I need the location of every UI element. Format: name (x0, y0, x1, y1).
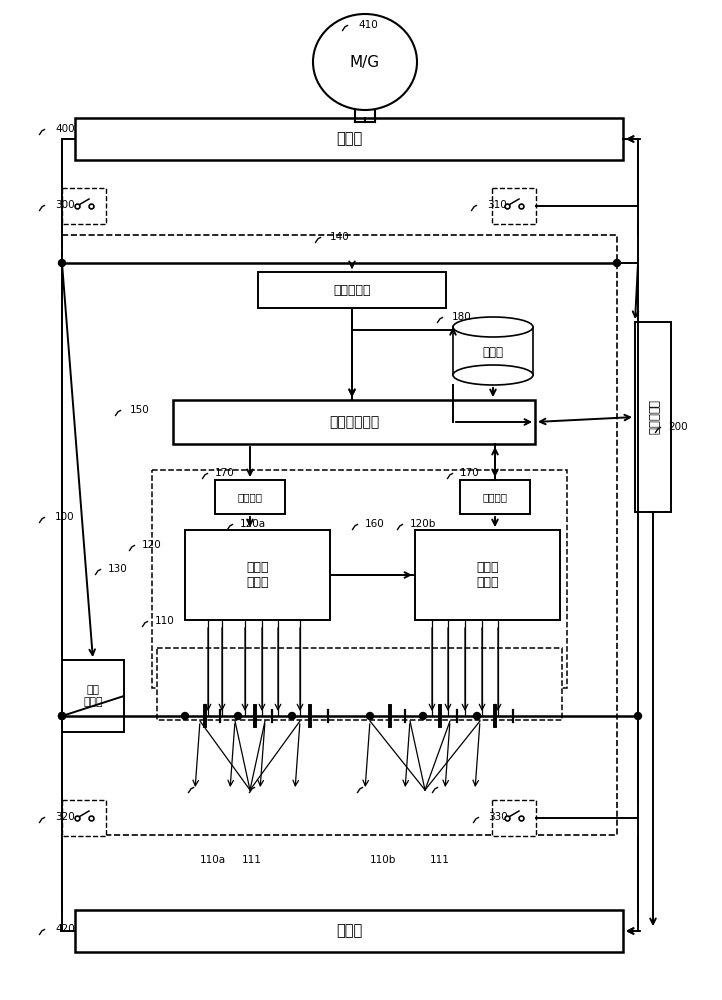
Text: 170: 170 (460, 468, 479, 478)
Text: 170: 170 (215, 468, 235, 478)
Bar (215, 480, 285, 514)
Text: 200: 200 (668, 422, 687, 432)
Circle shape (235, 712, 241, 720)
Circle shape (58, 259, 66, 266)
Text: 110: 110 (155, 616, 175, 626)
Text: 140: 140 (330, 232, 349, 242)
Text: 111: 111 (242, 855, 262, 865)
Ellipse shape (313, 14, 417, 110)
Bar (75, 910, 623, 952)
Bar (173, 400, 535, 444)
Text: 150: 150 (130, 405, 149, 415)
Text: 130: 130 (108, 564, 128, 574)
Text: 绝缘元件: 绝缘元件 (482, 492, 508, 502)
Bar (635, 322, 671, 512)
Circle shape (614, 259, 620, 266)
Text: 120: 120 (142, 540, 162, 550)
Text: 330: 330 (488, 812, 508, 822)
Circle shape (58, 712, 66, 720)
Bar (75, 118, 623, 160)
Circle shape (635, 712, 642, 720)
Bar (62, 800, 106, 836)
Bar (492, 188, 536, 224)
Text: 车辆控制部: 车辆控制部 (646, 399, 659, 434)
Bar (157, 648, 562, 720)
Text: 100: 100 (55, 512, 74, 522)
Bar (258, 272, 446, 308)
Text: 310: 310 (487, 200, 507, 210)
Bar (62, 660, 124, 732)
Circle shape (181, 712, 188, 720)
Circle shape (474, 712, 481, 720)
Text: 110b: 110b (370, 855, 396, 865)
Circle shape (419, 712, 427, 720)
Text: 180: 180 (452, 312, 471, 322)
Bar (185, 530, 330, 620)
Text: 单电池
控制部: 单电池 控制部 (477, 561, 499, 589)
Ellipse shape (453, 317, 533, 337)
Text: 单电池
控制部: 单电池 控制部 (246, 561, 269, 589)
Text: 存储部: 存储部 (482, 347, 503, 360)
Text: 111: 111 (430, 855, 450, 865)
Ellipse shape (453, 365, 533, 385)
Text: 120b: 120b (410, 519, 436, 529)
Text: 420: 420 (55, 924, 75, 934)
Bar (415, 530, 560, 620)
Bar (460, 480, 530, 514)
Bar (492, 800, 536, 836)
Text: 110a: 110a (200, 855, 226, 865)
Text: 410: 410 (358, 20, 378, 30)
Text: 绝缘元件: 绝缘元件 (238, 492, 263, 502)
Text: 400: 400 (55, 124, 74, 134)
Bar (453, 327, 533, 375)
Circle shape (289, 712, 295, 720)
Text: 逆变器: 逆变器 (336, 131, 362, 146)
Text: 160: 160 (365, 519, 385, 529)
Text: 转换器: 转换器 (336, 924, 362, 938)
Circle shape (58, 712, 66, 720)
Text: 电流
检测部: 电流 检测部 (83, 685, 103, 707)
Text: 劣化度计算器: 劣化度计算器 (329, 415, 379, 429)
Text: M/G: M/G (350, 54, 380, 70)
Circle shape (367, 712, 373, 720)
Bar (62, 235, 617, 835)
Bar (152, 470, 567, 688)
Text: 300: 300 (55, 200, 74, 210)
Text: 电压检测器: 电压检测器 (334, 284, 371, 296)
Text: 320: 320 (55, 812, 75, 822)
Text: 120a: 120a (240, 519, 266, 529)
Bar (62, 188, 106, 224)
